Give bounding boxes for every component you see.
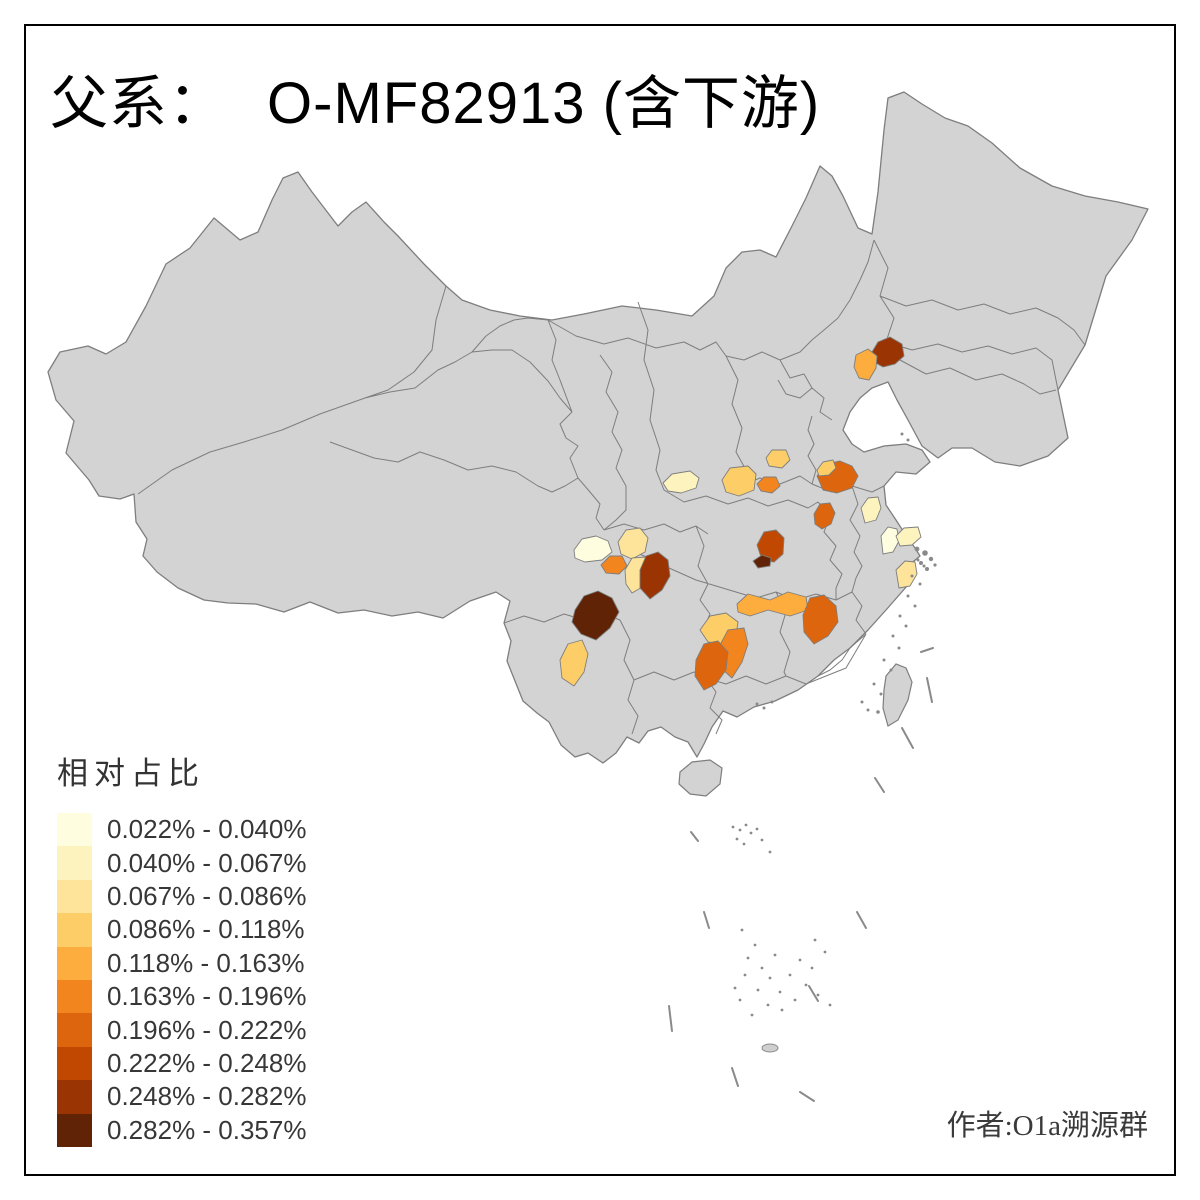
legend-label: 0.163% - 0.196%: [107, 981, 307, 1012]
legend-label: 0.282% - 0.357%: [107, 1114, 307, 1145]
legend-label: 0.022% - 0.040%: [107, 814, 307, 845]
region-henan-orange: [756, 476, 781, 494]
region-sichuan-darkest: [571, 590, 620, 641]
legend-swatch: [57, 946, 92, 980]
legend-item: 0.067% - 0.086%: [57, 879, 307, 914]
region-zhejiang-light: [895, 560, 918, 589]
page-title: 父系： O-MF82913 (含下游): [50, 56, 820, 140]
region-hunan-dark: [694, 640, 729, 691]
legend-label: 0.086% - 0.118%: [107, 914, 305, 945]
legend-item: 0.196% - 0.222%: [57, 1013, 307, 1047]
region-henan-light: [721, 465, 757, 497]
title-main: O-MF82913 (含下游): [267, 71, 821, 136]
legend-item: 0.022% - 0.040%: [57, 813, 307, 847]
region-sichuan-ivory: [573, 535, 613, 563]
region-liaoning-light: [853, 348, 878, 381]
choropleth-regions: [559, 336, 922, 691]
region-sichuan-cream: [617, 527, 649, 560]
legend-label: 0.248% - 0.282%: [107, 1081, 307, 1112]
legend-swatch: [57, 879, 92, 914]
legend-swatch: [57, 1046, 92, 1081]
legend-item: 0.282% - 0.357%: [57, 1113, 307, 1147]
plot-frame: [24, 24, 1176, 1176]
province-borders: [137, 239, 1086, 735]
legend-label: 0.118% - 0.163%: [107, 947, 305, 978]
legend-swatch: [57, 1080, 92, 1114]
china-mainland: [47, 91, 1149, 764]
region-chongqing-dark: [639, 551, 671, 600]
nine-dash-line: [668, 647, 934, 1102]
hainan-island: [678, 759, 723, 797]
region-jiangxi-dark: [802, 594, 839, 645]
legend-item: 0.248% - 0.282%: [57, 1080, 307, 1114]
region-shandong-light: [816, 459, 837, 477]
title-prefix: 父系：: [50, 71, 228, 136]
legend-item: 0.222% - 0.248%: [57, 1046, 307, 1081]
legend-label: 0.196% - 0.222%: [107, 1014, 307, 1045]
legend-swatch: [57, 979, 92, 1014]
legend-swatch: [57, 846, 92, 880]
legend-swatch: [57, 1113, 92, 1147]
region-anhui-orange: [813, 502, 836, 530]
legend-label: 0.222% - 0.248%: [107, 1047, 307, 1078]
region-jiangsu-cream: [860, 496, 882, 524]
attribution-text: 作者:O1a溯源群: [946, 1110, 1148, 1142]
taiwan-island: [882, 663, 913, 727]
legend-label: 0.067% - 0.086%: [107, 880, 307, 911]
region-hubei-darkest: [752, 554, 772, 569]
legend-swatch: [57, 813, 92, 847]
sea-islets: [731, 432, 937, 1053]
legend-item: 0.163% - 0.196%: [57, 979, 307, 1014]
legend-item: 0.040% - 0.067%: [57, 846, 307, 880]
legend-label: 0.040% - 0.067%: [107, 847, 307, 878]
legend-title: 相对占比: [57, 756, 205, 791]
legend: 相对占比 0.022% - 0.040% 0.040% - 0.067% 0.067…: [57, 748, 306, 1147]
legend-rows: 0.022% - 0.040% 0.040% - 0.067% 0.067% - 0…: [57, 813, 306, 1147]
region-liaoning-dark: [871, 336, 905, 368]
legend-swatch: [57, 1013, 92, 1047]
region-yunnan-light: [559, 639, 589, 687]
legend-item: 0.086% - 0.118%: [57, 913, 306, 947]
region-jiangsu-pale2: [895, 526, 922, 547]
legend-item: 0.118% - 0.163%: [57, 946, 306, 980]
region-north-light: [765, 449, 791, 469]
legend-swatch: [57, 913, 92, 947]
region-henan-west-cream: [662, 470, 700, 494]
